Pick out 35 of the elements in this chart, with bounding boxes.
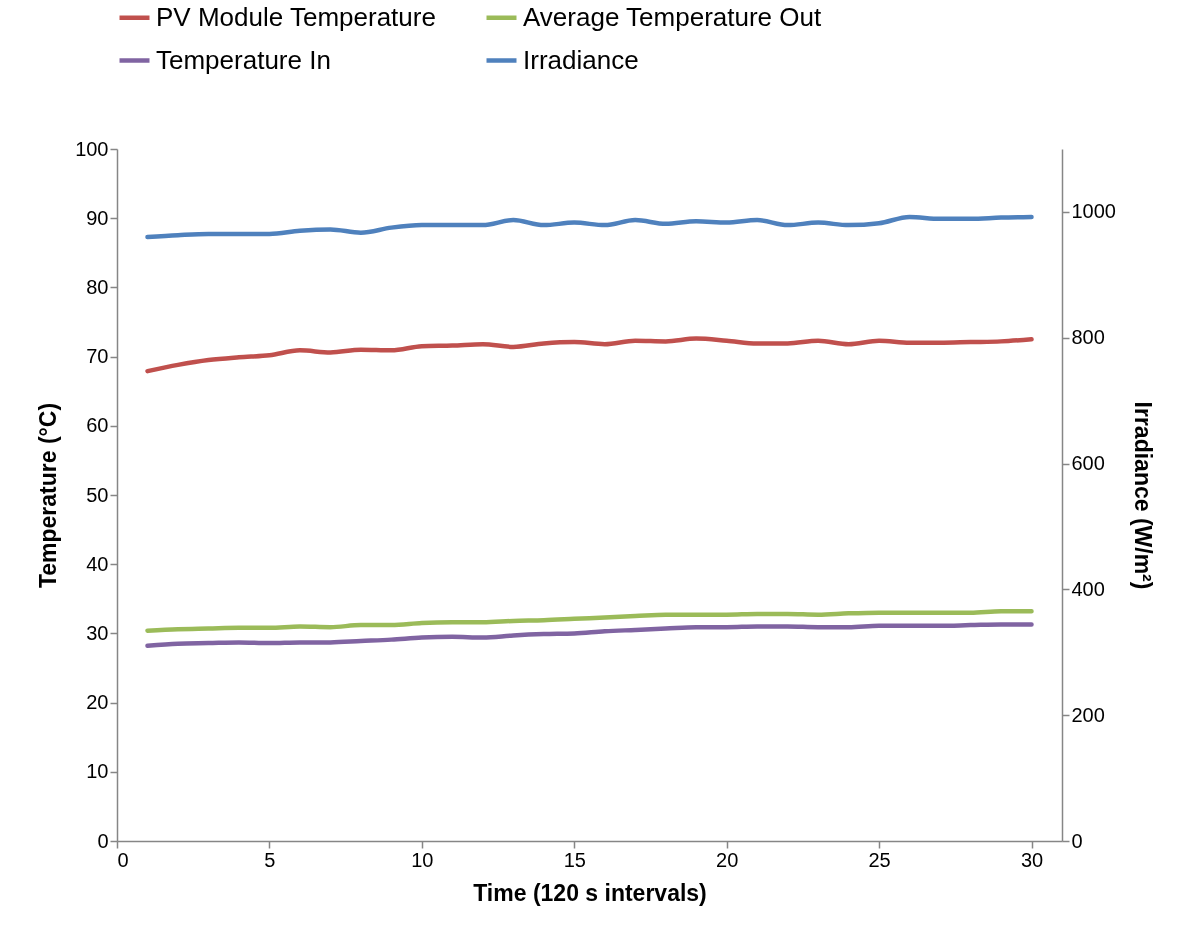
x-tick-label: 5 xyxy=(264,848,276,871)
y2-tick-label: 800 xyxy=(1071,326,1105,349)
y2-tick-label: 1000 xyxy=(1071,200,1116,223)
y-tick-label: 50 xyxy=(86,483,109,506)
y-tick-label: 60 xyxy=(86,414,109,437)
x-tick-label: 10 xyxy=(411,848,434,871)
y-tick-label: 0 xyxy=(97,829,109,852)
line-series xyxy=(145,336,1034,374)
legend-label: Average Temperature Out xyxy=(523,1,822,32)
x-tick-label: 0 xyxy=(117,848,129,871)
y2-tick-label: 200 xyxy=(1071,703,1105,726)
x-tick-label: 15 xyxy=(563,848,586,871)
y-tick-label: 40 xyxy=(86,552,109,575)
line-series xyxy=(145,609,1034,633)
legend-label: Temperature In xyxy=(156,44,331,75)
x-tick-label: 25 xyxy=(868,848,891,871)
y-tick-label: 10 xyxy=(86,760,109,783)
y2-tick-label: 400 xyxy=(1071,577,1105,600)
y2-tick-label: 0 xyxy=(1071,829,1083,852)
y-tick-label: 100 xyxy=(75,137,109,160)
line-series xyxy=(145,622,1034,649)
legend-label: PV Module Temperature xyxy=(156,1,436,32)
y2-axis-title: Irradiance (W/m²) xyxy=(1129,401,1156,590)
x-axis-title: Time (120 s intervals) xyxy=(473,879,707,906)
y-tick-label: 30 xyxy=(86,621,109,644)
y-tick-label: 20 xyxy=(86,691,109,714)
line-series xyxy=(145,214,1034,240)
x-tick-label: 20 xyxy=(716,848,739,871)
y2-tick-label: 600 xyxy=(1071,452,1105,475)
y-axis-title: Temperature (°C) xyxy=(35,402,62,589)
y-tick-label: 70 xyxy=(86,345,109,368)
x-tick-label: 30 xyxy=(1020,848,1044,871)
y-tick-label: 90 xyxy=(86,206,109,229)
legend-label: Irradiance xyxy=(523,44,639,75)
y-tick-label: 80 xyxy=(86,275,109,298)
